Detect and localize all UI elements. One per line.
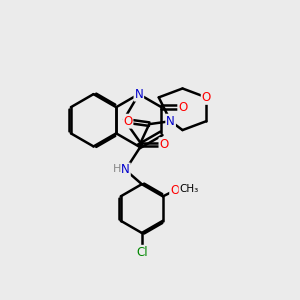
Text: Cl: Cl	[136, 246, 148, 259]
Text: N: N	[166, 115, 175, 128]
Text: O: O	[160, 138, 169, 151]
Text: CH₃: CH₃	[179, 184, 198, 194]
Text: H: H	[113, 164, 121, 174]
Text: N: N	[121, 164, 130, 176]
Text: O: O	[170, 184, 179, 197]
Text: O: O	[123, 115, 133, 128]
Text: O: O	[202, 91, 211, 104]
Text: N: N	[134, 88, 143, 100]
Text: O: O	[178, 101, 188, 114]
